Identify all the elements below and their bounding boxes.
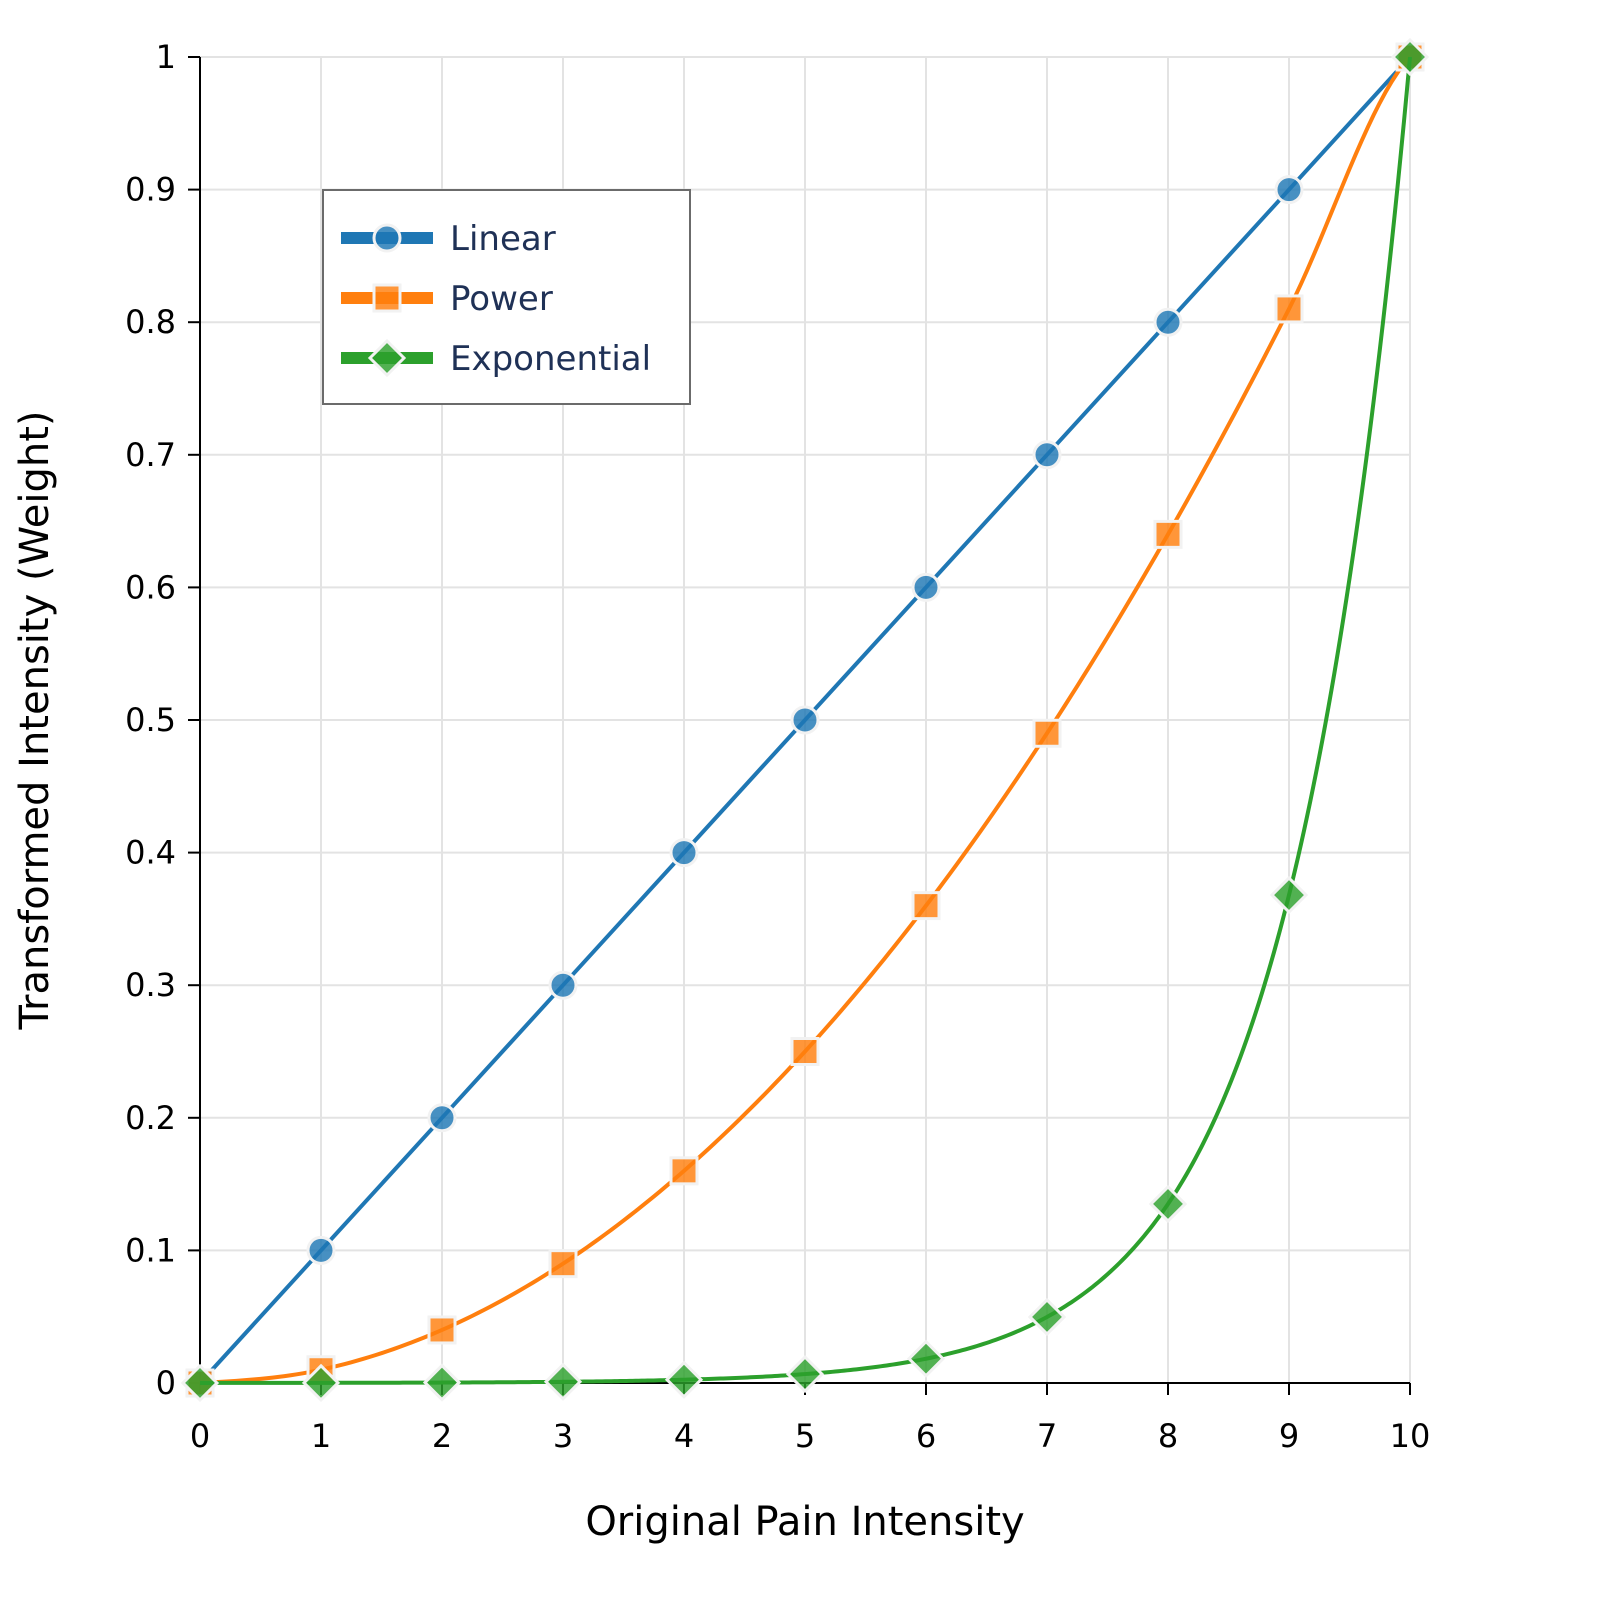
x-tick-label: 0 (190, 1417, 210, 1455)
legend-label: Exponential (450, 339, 651, 379)
y-tick-label: 1 (156, 38, 176, 76)
data-point-power[interactable] (790, 1037, 820, 1066)
data-point-linear[interactable] (548, 970, 578, 1000)
data-point-linear[interactable] (1032, 440, 1062, 470)
data-point-exponential[interactable] (1390, 37, 1430, 77)
x-tick-label: 8 (1158, 1417, 1178, 1455)
data-point-exponential[interactable] (422, 1363, 462, 1402)
y-tick-label: 0 (156, 1364, 176, 1402)
x-tick-label: 4 (674, 1417, 694, 1455)
data-point-linear[interactable] (1274, 175, 1304, 205)
data-point-power[interactable] (548, 1249, 578, 1279)
data-point-power[interactable] (911, 891, 941, 921)
data-point-exponential[interactable] (1148, 1184, 1188, 1224)
y-tick-label: 0.5 (125, 701, 176, 739)
y-tick-label: 0.7 (125, 436, 176, 474)
legend-label: Power (450, 279, 553, 319)
y-tick-label: 0.1 (125, 1231, 176, 1269)
data-point-linear[interactable] (306, 1235, 336, 1265)
data-point-linear[interactable] (1153, 307, 1183, 337)
data-point-exponential[interactable] (543, 1362, 583, 1401)
series-group (180, 37, 1430, 1403)
data-point-power[interactable] (669, 1156, 699, 1186)
y-tick-label: 0.3 (125, 966, 176, 1004)
data-point-exponential[interactable] (906, 1339, 946, 1378)
x-tick-label: 10 (1390, 1417, 1431, 1455)
data-point-power[interactable] (1153, 519, 1183, 549)
x-tick-label: 2 (432, 1417, 452, 1455)
legend-swatch-marker[interactable] (367, 338, 407, 378)
x-axis-title: Original Pain Intensity (585, 1499, 1024, 1545)
legend[interactable]: Linear Power Exponential (322, 189, 691, 405)
legend-item-power[interactable]: Power (341, 279, 553, 319)
x-tick-label: 6 (916, 1417, 936, 1455)
data-point-exponential[interactable] (301, 1363, 341, 1402)
data-point-exponential[interactable] (664, 1360, 704, 1399)
legend-swatch-marker[interactable] (372, 283, 402, 313)
x-tick-label: 9 (1279, 1417, 1299, 1455)
data-point-linear[interactable] (669, 838, 699, 868)
x-tick-label: 1 (311, 1417, 331, 1455)
y-tick-label: 0.8 (125, 303, 176, 341)
y-tick-label: 0.4 (125, 834, 176, 872)
legend-item-exponential[interactable]: Exponential (341, 338, 651, 379)
data-point-exponential[interactable] (180, 1363, 220, 1403)
data-point-linear[interactable] (427, 1103, 457, 1133)
data-point-exponential[interactable] (1027, 1297, 1067, 1337)
y-tick-label: 0.2 (125, 1099, 176, 1137)
data-point-exponential[interactable] (785, 1354, 825, 1394)
x-tick-label: 3 (553, 1417, 573, 1455)
tick-labels: 0 1 2 3 4 5 6 7 8 9 10 0 0.1 0.2 0.3 0.4 0.5 0.6 0.7 0.8 0.9… (125, 38, 1430, 1455)
x-tick-label: 5 (795, 1417, 815, 1455)
series-exponential (180, 37, 1430, 1403)
legend-label: Linear (450, 219, 556, 259)
y-tick-label: 0.9 (125, 171, 176, 209)
data-point-power[interactable] (1032, 718, 1062, 748)
legend-item-linear[interactable]: Linear (341, 219, 556, 259)
data-point-linear[interactable] (790, 705, 820, 735)
data-point-exponential[interactable] (1269, 875, 1309, 915)
y-tick-label: 0.6 (125, 568, 176, 606)
data-point-power[interactable] (1274, 294, 1304, 324)
data-point-power[interactable] (427, 1315, 457, 1345)
data-point-linear[interactable] (911, 572, 941, 602)
x-tick-label: 7 (1037, 1417, 1057, 1455)
legend-swatch-marker[interactable] (372, 223, 402, 253)
y-axis-title: Transformed Intensity (Weight) (12, 410, 58, 1030)
